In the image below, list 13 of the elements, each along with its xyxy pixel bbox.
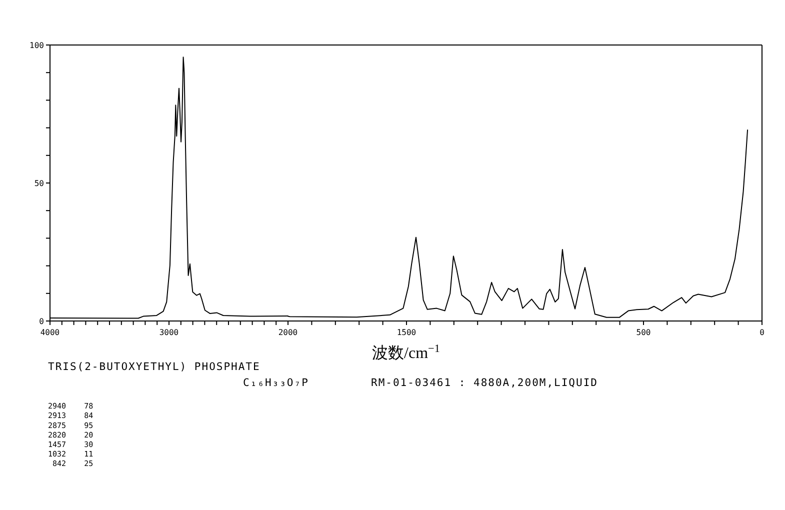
- text: C₁₆H₃₃O₇P: [243, 377, 309, 389]
- x-tick-label: 4000: [40, 328, 60, 337]
- x-axis-title: 波数/cm$^{−1}$: [372, 343, 440, 362]
- x-tick-label: 2000: [278, 328, 298, 337]
- text: TRIS(2-BUTOXYETHYL) PHOSPHATE: [48, 361, 260, 373]
- y-tick-label: 0: [39, 317, 44, 326]
- x-tick-label: 3000: [159, 328, 179, 337]
- y-tick-label: 100: [30, 41, 44, 50]
- x-tick-label: 0: [760, 328, 765, 337]
- x-tick-label: 1500: [396, 328, 416, 337]
- x-tick-label: 500: [636, 328, 651, 337]
- text: RM-01-03461 : 4880A,200M,LIQUID: [371, 377, 598, 389]
- y-tick-label: 50: [34, 179, 44, 188]
